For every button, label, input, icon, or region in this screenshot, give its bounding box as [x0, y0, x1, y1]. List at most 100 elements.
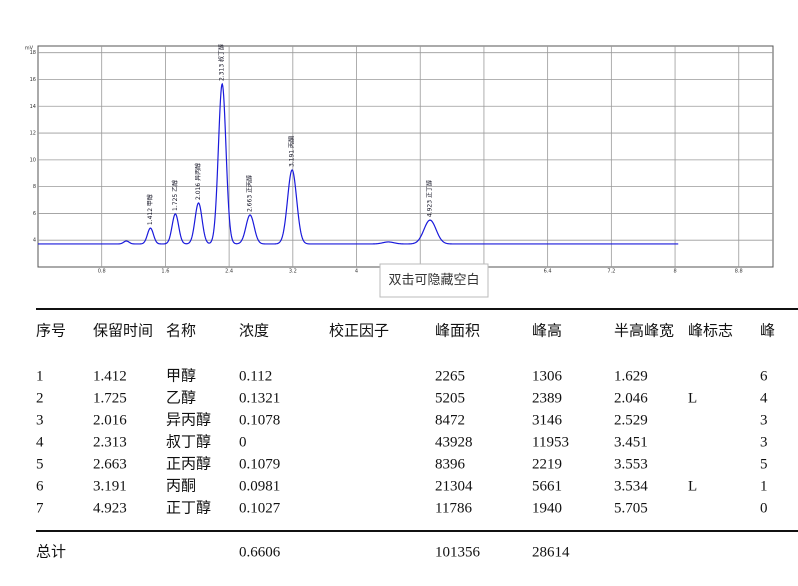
- table-cell: 1.412: [93, 368, 127, 384]
- table-cell: 0: [760, 500, 768, 516]
- x-tick-label: 6.4: [544, 269, 552, 275]
- x-tick-label: 2.4: [225, 269, 233, 275]
- x-tick-label: 7.2: [607, 269, 615, 275]
- table-cell: 2.313: [93, 434, 127, 450]
- table-cell: 6: [36, 478, 44, 494]
- peak-apex: [125, 240, 127, 242]
- table-cell: 8472: [435, 412, 465, 428]
- peak-label: 2.313 叔丁醇: [218, 44, 226, 81]
- column-header: 保留时间: [93, 322, 153, 339]
- y-tick-label: 12: [30, 131, 36, 137]
- table-cell: L: [688, 478, 697, 494]
- table-cell: 11953: [532, 434, 569, 450]
- peak-apex: [149, 227, 152, 229]
- table-cell: 正丁醇: [166, 499, 211, 516]
- table-cell: 11786: [435, 500, 472, 516]
- table-cell: 1: [36, 368, 44, 384]
- peak-apex: [174, 213, 176, 215]
- total-cell: 总计: [36, 543, 66, 560]
- peak-label: 1.412 甲醇: [146, 194, 154, 225]
- peak-apex: [429, 219, 431, 221]
- table-cell: 5205: [435, 390, 465, 406]
- tooltip-text: 双击可隐藏空白: [388, 272, 479, 287]
- table-cell: 2.046: [614, 390, 648, 406]
- table-cell: 4: [36, 434, 44, 450]
- y-tick-label: 4: [33, 238, 36, 244]
- column-header: 峰: [760, 322, 775, 339]
- table-cell: 3.451: [614, 434, 648, 450]
- peak-apex: [221, 83, 223, 85]
- y-tick-label: 10: [30, 157, 36, 163]
- table-cell: 43928: [435, 434, 473, 450]
- peak-apex: [249, 214, 251, 216]
- peak-apex: [291, 169, 293, 171]
- table-cell: 4: [760, 390, 768, 406]
- table-cell: 2.016: [93, 412, 127, 428]
- table-cell: 0.112: [239, 368, 272, 384]
- total-cell: 0.6606: [239, 544, 281, 560]
- column-header: 半高峰宽: [614, 322, 674, 339]
- peak-label: 2.016 异丙醇: [194, 163, 202, 200]
- table-cell: 1: [760, 478, 768, 494]
- table-cell: 正丙醇: [166, 455, 211, 472]
- column-header: 峰高: [532, 322, 562, 339]
- table-cell: 21304: [435, 478, 473, 494]
- table-cell: 0.1079: [239, 456, 280, 472]
- tooltip-box: [379, 263, 489, 298]
- peak-label: 1.725 乙醇: [171, 180, 179, 211]
- column-header: 峰面积: [435, 322, 480, 339]
- table-cell: 3.534: [614, 478, 648, 494]
- peak-apex: [197, 202, 200, 204]
- y-tick-label: 6: [33, 211, 36, 217]
- table-cell: 0.1321: [239, 390, 280, 406]
- table-cell: 1.725: [93, 390, 127, 406]
- x-tick-label: 1.6: [161, 269, 169, 275]
- table-cell: 异丙醇: [166, 411, 211, 428]
- table-cell: 5661: [532, 478, 562, 494]
- table-cell: 5: [760, 456, 768, 472]
- table-cell: 1.629: [614, 368, 648, 384]
- y-unit: mV: [25, 46, 34, 52]
- table-cell: 1306: [532, 368, 563, 384]
- table-cell: 2: [36, 390, 44, 406]
- x-tick-label: 4: [355, 269, 358, 275]
- column-header: 序号: [36, 322, 66, 339]
- y-tick-label: 16: [30, 77, 36, 83]
- table-cell: 丙酮: [166, 477, 196, 494]
- peak-apex: [387, 241, 389, 243]
- table-cell: 4.923: [93, 500, 127, 516]
- table-cell: 5.705: [614, 500, 648, 516]
- table-cell: 6: [760, 368, 768, 384]
- column-header: 校正因子: [329, 322, 389, 339]
- table-cell: 乙醇: [166, 389, 196, 406]
- table-cell: L: [688, 390, 697, 406]
- table-cell: 2.663: [93, 456, 127, 472]
- table-cell: 3: [760, 434, 768, 450]
- table-cell: 0.0981: [239, 478, 280, 494]
- y-tick-label: 14: [30, 104, 36, 110]
- table-cell: 0: [239, 434, 247, 450]
- table-cell: 叔丁醇: [166, 433, 211, 450]
- table-cell: 8396: [435, 456, 466, 472]
- table-cell: 7: [36, 500, 44, 516]
- table-cell: 0.1027: [239, 500, 281, 516]
- table-cell: 甲醇: [166, 367, 196, 384]
- table-cell: 2265: [435, 368, 465, 384]
- column-header: 名称: [166, 322, 196, 339]
- peak-label: 4.923 正丁醇: [426, 180, 434, 217]
- table-cell: 2.529: [614, 412, 648, 428]
- x-tick-label: 8.8: [735, 269, 743, 275]
- column-header: 浓度: [239, 322, 269, 339]
- peak-label: 3.191 丙酮: [289, 136, 296, 167]
- column-header: 峰标志: [688, 322, 733, 339]
- peak-label: 2.663 正丙醇: [246, 175, 254, 212]
- table-cell: 3: [760, 412, 768, 428]
- table-cell: 5: [36, 456, 44, 472]
- signal-trace: [38, 82, 679, 245]
- table-cell: 3: [36, 412, 44, 428]
- table-cell: 3.191: [93, 478, 127, 494]
- table-cell: 0.1078: [239, 412, 280, 428]
- table-cell: 2219: [532, 456, 562, 472]
- total-cell: 28614: [532, 544, 570, 560]
